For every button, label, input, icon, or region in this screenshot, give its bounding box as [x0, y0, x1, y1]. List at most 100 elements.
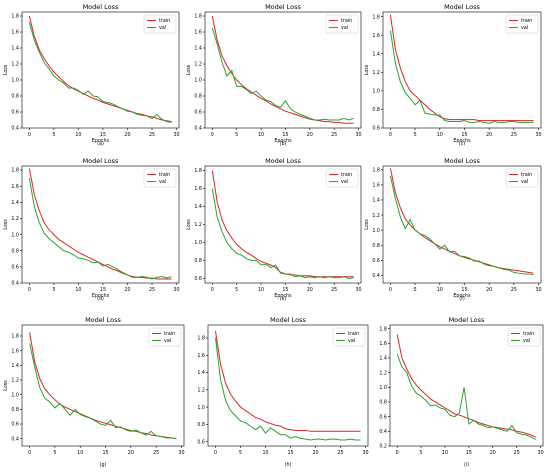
y-tick-label: 0.6	[379, 414, 387, 420]
x-tick-label: 15	[287, 450, 293, 456]
plot-frame	[207, 324, 369, 447]
series-line-val	[389, 175, 534, 276]
chart-4: Model Loss 0 5 10 15 20 25 30 0.4 0.6 0.8 1.0 1.2 1.4…	[3, 157, 180, 302]
plot-frame	[382, 11, 542, 129]
x-tick-label: 0	[389, 132, 392, 138]
y-tick-label: 1.8	[372, 167, 380, 173]
legend-label-train: train	[523, 331, 534, 337]
series-line-val	[211, 188, 354, 280]
legend-label-train: train	[159, 18, 170, 24]
x-tick-label: 0	[28, 450, 31, 456]
chart-caption: (i)	[464, 462, 469, 468]
y-tick-label: 1.0	[194, 78, 202, 84]
x-tick-label: 10	[437, 132, 443, 138]
y-tick-label: 1.2	[194, 62, 202, 68]
y-tick-label: 0.6	[372, 258, 380, 264]
legend-label-val: val	[348, 338, 355, 344]
chart-title: Model Loss	[85, 316, 121, 324]
y-tick-label: 1.8	[194, 168, 202, 174]
x-tick-label: 20	[312, 450, 318, 456]
x-tick-label: 20	[307, 287, 313, 293]
chart-title: Model Loss	[449, 316, 485, 324]
y-tick-label: 1.6	[194, 30, 202, 36]
x-tick-label: 5	[239, 450, 242, 456]
y-tick-label: 1.4	[197, 370, 205, 376]
legend-label-val: val	[159, 179, 166, 185]
y-tick-label: 0.8	[11, 407, 19, 413]
series-line-val	[28, 22, 172, 123]
series-line-train	[29, 332, 177, 440]
x-tick-label: 5	[420, 450, 423, 456]
x-tick-label: 10	[258, 287, 264, 293]
y-axis-label: Loss	[3, 219, 9, 230]
y-tick-label: 1.0	[11, 392, 19, 398]
x-tick-label: 25	[331, 287, 337, 293]
chart-title: Model Loss	[83, 157, 119, 165]
chart-caption: (a)	[97, 141, 104, 147]
series-line-val	[28, 178, 172, 280]
chart-1: Model Loss 0 5 10 15 20 25 30 0.4 0.6 0.8 1.0 1.2 1.4…	[3, 3, 180, 147]
chart-3: Model Loss 0 5 10 15 20 25 30 0.6 0.8 1.0 1.2 1.4 1.6…	[364, 3, 542, 147]
x-tick-label: 15	[100, 287, 106, 293]
series-line-val	[29, 343, 177, 440]
x-tick-label: 30	[173, 287, 179, 293]
plot-frame	[21, 324, 185, 447]
legend-label-train: train	[521, 18, 532, 24]
x-tick-label: 5	[414, 132, 417, 138]
y-tick-label: 1.4	[11, 363, 19, 369]
x-tick-label: 15	[461, 132, 467, 138]
x-tick-label: 5	[235, 132, 238, 138]
legend-label-val: val	[341, 179, 348, 185]
chart-title: Model Loss	[444, 157, 480, 165]
x-axis-label: Epochs	[274, 138, 292, 144]
y-tick-label: 1.4	[11, 200, 19, 206]
y-tick-label: 1.6	[11, 184, 19, 190]
legend-box	[148, 327, 182, 347]
y-tick-label: 1.6	[372, 33, 380, 39]
x-tick-label: 30	[535, 287, 541, 293]
x-tick-label: 20	[124, 287, 130, 293]
y-tick-label: 1.2	[372, 213, 380, 219]
y-tick-label: 0.8	[379, 400, 387, 406]
x-tick-label: 25	[514, 450, 520, 456]
y-tick-label: 0.4	[194, 126, 202, 132]
chart-9: Model Loss 0 5 10 15 20 25 30 0.2 0.4 0.6 0.8 1.0 1.2…	[379, 316, 543, 468]
y-tick-label: 0.8	[197, 422, 205, 428]
y-tick-label: 0.6	[197, 439, 205, 445]
chart-title: Model Loss	[83, 3, 119, 11]
y-tick-label: 1.2	[372, 70, 380, 76]
chart-title: Model Loss	[270, 316, 306, 324]
legend-label-val: val	[523, 338, 530, 344]
plot-frame	[21, 11, 180, 129]
chart-title: Model Loss	[265, 157, 301, 165]
legend-label-val: val	[521, 179, 528, 185]
y-axis-label: Loss	[3, 380, 9, 391]
x-tick-label: 0	[211, 287, 214, 293]
legend-label-train: train	[348, 331, 359, 337]
x-tick-label: 0	[28, 132, 31, 138]
x-tick-label: 25	[149, 287, 155, 293]
x-tick-label: 25	[511, 132, 517, 138]
y-tick-label: 0.8	[11, 248, 19, 254]
x-tick-label: 30	[535, 132, 541, 138]
series-line-train	[396, 334, 537, 438]
x-tick-label: 20	[128, 450, 134, 456]
x-tick-label: 10	[77, 450, 83, 456]
legend-box	[505, 14, 539, 34]
chart-caption: (h)	[285, 462, 292, 468]
chart-title: Model Loss	[265, 3, 301, 11]
x-axis-label: Epochs	[453, 138, 471, 144]
y-tick-label: 0.6	[11, 265, 19, 271]
y-tick-label: 1.6	[197, 353, 205, 359]
y-tick-label: 1.2	[379, 370, 387, 376]
chart-6: Model Loss 0 5 10 15 20 25 30 0.4 0.6 0.8 1.0 1.2 1.4…	[364, 157, 542, 302]
legend-label-train: train	[341, 172, 352, 178]
series-line-train	[211, 15, 354, 124]
y-tick-label: 1.6	[11, 348, 19, 354]
